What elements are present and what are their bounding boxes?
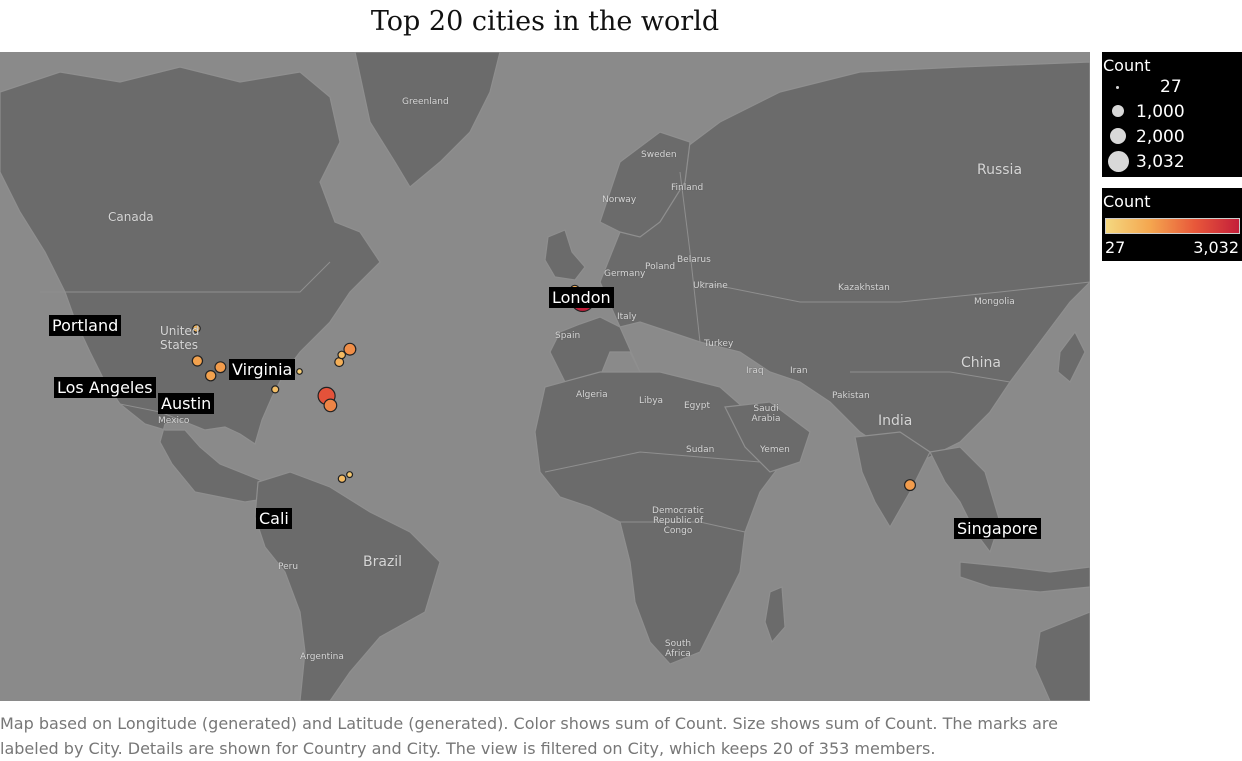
country-label-finland: Finland [671,183,704,193]
size-dot-icon [1108,151,1129,172]
land-south-america [254,471,441,701]
city-mark[interactable] [296,368,303,375]
size-legend-row: 2,000 [1102,125,1242,150]
land-india [854,431,931,529]
world-map[interactable] [0,52,1090,701]
country-label-yemen: Yemen [760,445,790,455]
country-label-norway: Norway [602,195,637,205]
size-legend-row: 3,032 [1102,150,1242,175]
map-panel[interactable]: Greenland Canada United States Mexico Br… [0,52,1090,701]
country-label-argentina: Argentina [300,652,344,662]
country-label-algeria: Algeria [576,390,608,400]
border-us-canada [40,261,331,293]
size-legend: Count 27 1,000 2,000 3,032 [1102,52,1242,177]
land-madagascar [764,586,786,644]
city-mark[interactable] [214,361,227,374]
city-mark[interactable] [346,471,354,479]
land-australia [1034,611,1090,701]
country-label-peru: Peru [278,562,299,572]
color-legend-min: 27 [1105,238,1126,257]
country-label-turkey: Turkey [704,339,734,349]
country-label-kazakhstan: Kazakhstan [838,283,890,293]
country-label-germany: Germany [604,269,646,279]
city-mark-austin[interactable] [271,385,280,394]
country-label-egypt: Egypt [684,401,710,411]
city-mark[interactable] [337,350,347,360]
country-label-greenland: Greenland [402,97,449,107]
color-legend-title: Count [1103,192,1151,211]
land-japan [1057,330,1086,383]
land-scandinavia [599,131,691,238]
size-legend-row: 1,000 [1102,100,1242,125]
country-label-russia: Russia [977,162,1023,178]
size-legend-label: 2,000 [1136,127,1185,147]
country-label-united-states: United States [160,324,200,352]
country-label-iran: Iran [790,366,808,376]
country-label-sudan: Sudan [686,445,715,455]
country-label-iraq: Iraq [746,366,764,376]
city-mark[interactable] [191,355,204,367]
color-gradient-bar [1105,218,1240,234]
country-label-dr-congo: Democratic Republic of Congo [652,506,704,536]
country-label-italy: Italy [617,312,637,322]
map-title: Top 20 cities in the world [370,6,720,37]
city-label-los-angeles: Los Angeles [54,377,156,398]
country-label-mexico: Mexico [158,416,190,426]
city-label-austin: Austin [158,393,215,414]
city-label-virginia: Virginia [229,359,296,380]
marks-layer [191,284,916,492]
land-north-america [0,66,381,503]
city-mark[interactable] [323,398,338,413]
size-legend-label: 1,000 [1136,102,1185,122]
size-dot-icon [1116,86,1119,89]
country-label-mongolia: Mongolia [974,297,1015,307]
city-mark-portland[interactable] [192,324,201,333]
country-label-south-africa: South Africa [664,639,692,659]
border-russia-south [699,281,1090,303]
city-label-portland: Portland [49,315,122,336]
country-label-canada: Canada [108,210,154,224]
city-mark-cali[interactable] [337,474,347,484]
size-dot-icon [1112,105,1124,117]
city-mark[interactable] [343,342,357,356]
city-label-singapore: Singapore [954,518,1041,539]
country-label-poland: Poland [645,262,676,272]
country-label-spain: Spain [555,331,581,341]
city-label-london: London [549,287,614,308]
size-dot-icon [1110,128,1126,144]
color-legend-max: 3,032 [1193,238,1239,257]
land-greenland [354,52,501,188]
city-mark-los-angeles[interactable] [204,370,217,382]
land-uk [544,229,586,281]
country-label-saudi-arabia: Saudi Arabia [751,404,781,424]
border-africa-central [620,521,746,533]
country-label-ukraine: Ukraine [693,281,728,291]
size-legend-label: 27 [1160,77,1182,97]
size-legend-title: Count [1103,56,1151,75]
city-label-cali: Cali [256,508,292,529]
color-legend: Count 27 3,032 [1102,188,1242,261]
country-label-china: China [961,355,1001,371]
country-label-belarus: Belarus [677,255,711,265]
country-label-libya: Libya [639,396,664,406]
country-label-brazil: Brazil [363,554,403,570]
land-arabia [724,401,811,473]
border-china [850,371,1011,383]
size-legend-row: 27 [1102,75,1242,100]
size-legend-label: 3,032 [1136,152,1185,172]
map-caption: Map based on Longitude (generated) and L… [0,714,1058,758]
land-indonesia [959,561,1090,593]
land-africa [534,371,791,665]
border-europe-asia [679,171,701,343]
border-africa-sahel [544,451,761,473]
country-label-sweden: Sweden [641,150,677,160]
country-label-pakistan: Pakistan [832,391,870,401]
country-label-india: India [878,413,913,429]
city-mark-singapore[interactable] [903,479,916,492]
